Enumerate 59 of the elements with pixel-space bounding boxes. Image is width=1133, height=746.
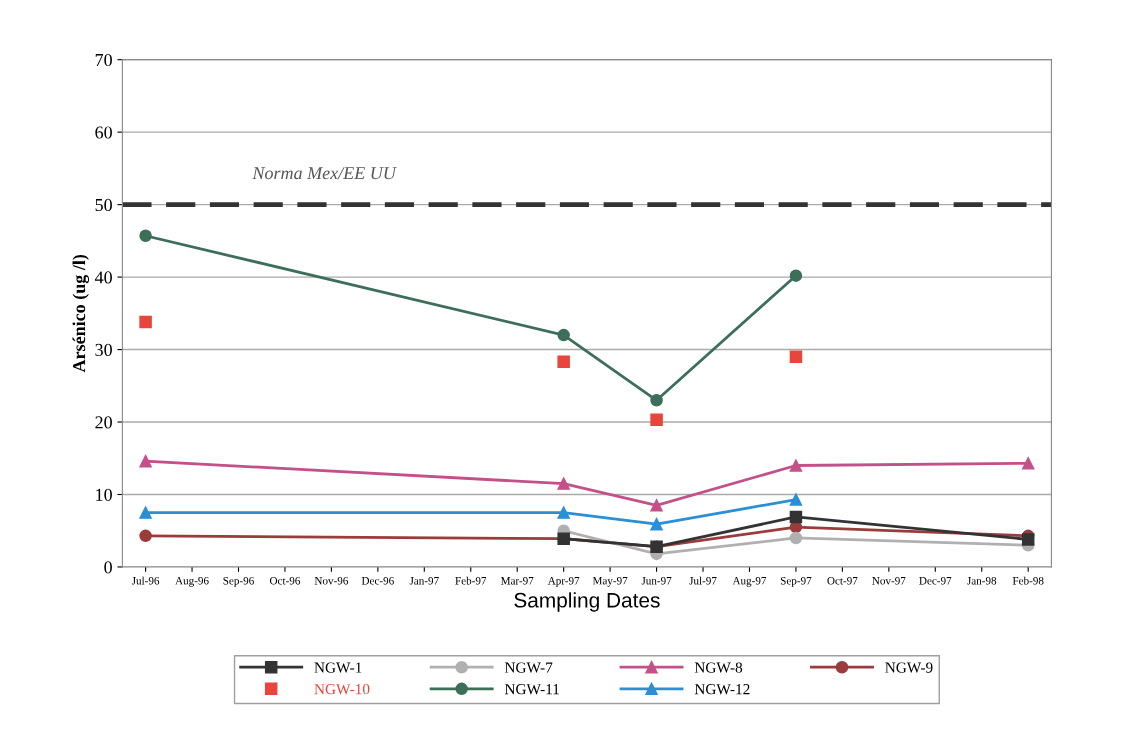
x-tick-label: Dec-96 xyxy=(361,577,394,585)
x-tick-label: Sep-96 xyxy=(223,577,254,587)
legend-label: NGW-11 xyxy=(504,684,559,695)
text: NGW-10 xyxy=(314,684,370,695)
legend-label: NGW-8 xyxy=(694,662,743,673)
y-tick-label: 0 xyxy=(104,561,112,574)
x-tick-label: Mar-97 xyxy=(500,577,534,585)
point xyxy=(139,229,152,243)
point xyxy=(139,529,152,543)
point xyxy=(789,493,803,506)
x-tick-label: Feb-97 xyxy=(455,576,487,585)
x-tick-label: May-97 xyxy=(592,577,628,587)
x-tick-label: Dec-97 xyxy=(919,577,952,585)
point xyxy=(650,499,663,512)
y-tick-label: 40 xyxy=(94,271,112,284)
y-tick-label: 30 xyxy=(95,343,112,356)
y-tick-label: 50 xyxy=(95,198,112,212)
x-axis-title: Sampling Dates xyxy=(514,592,660,612)
point xyxy=(789,510,803,524)
point xyxy=(789,350,803,364)
point xyxy=(789,459,803,472)
legend-label: NGW-1 xyxy=(314,662,362,673)
x-tick-label: Jun-97 xyxy=(641,577,672,585)
point xyxy=(650,394,663,407)
point xyxy=(650,517,663,531)
point xyxy=(557,477,570,490)
x-tick-label: Jul-96 xyxy=(131,576,160,585)
point xyxy=(789,531,803,545)
ref-line-label: Norma Mex/EE UU xyxy=(252,167,397,180)
x-tick-label: Aug-96 xyxy=(175,577,209,587)
y-tick-label: 60 xyxy=(95,126,112,139)
point xyxy=(650,413,663,427)
point xyxy=(139,506,152,519)
x-tick-label: Jan-98 xyxy=(967,577,997,585)
x-tick-label: Oct-97 xyxy=(827,577,858,585)
point xyxy=(1021,457,1035,470)
point xyxy=(557,328,570,342)
x-tick-label: Jan-97 xyxy=(409,577,439,585)
x-tick-label: Apr-97 xyxy=(547,577,580,587)
y-tick-label: 10 xyxy=(96,488,112,501)
point xyxy=(557,355,570,369)
point xyxy=(139,315,152,329)
x-tick-label: Oct-96 xyxy=(269,577,301,585)
point xyxy=(789,269,803,282)
x-tick-label: Feb-98 xyxy=(1012,576,1044,585)
legend-label: NGW-7 xyxy=(504,662,553,673)
x-tick-label: Aug-97 xyxy=(732,577,767,587)
x-tick-label: Sep-97 xyxy=(780,577,812,587)
x-tick-label: Nov-97 xyxy=(872,577,906,585)
point xyxy=(1021,533,1035,546)
x-tick-label: Nov-96 xyxy=(314,577,349,585)
y-tick-label: 20 xyxy=(95,416,112,429)
point xyxy=(139,454,152,468)
x-tick-label: Jul-97 xyxy=(689,576,717,585)
y-tick-label: 70 xyxy=(95,53,112,67)
point xyxy=(557,506,570,519)
legend-label: NGW-9 xyxy=(885,662,933,673)
legend-label: NGW-12 xyxy=(694,684,750,695)
y-axis-title: Arsénico (ug /l) xyxy=(72,254,90,373)
